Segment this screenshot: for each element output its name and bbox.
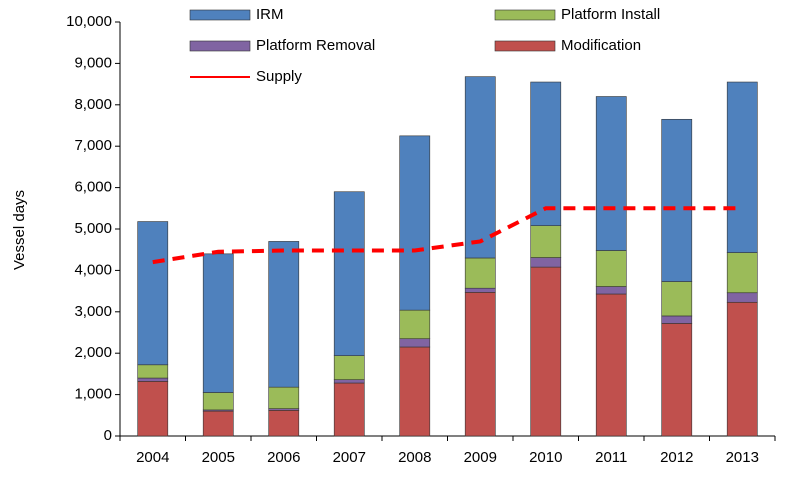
x-tick-label: 2012 [660,449,693,466]
bar-segment [595,286,627,295]
x-tick-label: 2007 [333,449,366,466]
bar-segment [333,382,365,437]
y-tick-label: 8,000 [74,96,112,113]
bar-segment [530,257,562,268]
bar-segment [595,250,627,287]
line-series [152,206,743,265]
legend-swatch [189,40,251,52]
y-tick-label: 0 [104,427,112,444]
bar-segment [530,266,562,437]
y-tick-label: 9,000 [74,54,112,71]
bar-segment [726,81,758,253]
y-tick-label: 3,000 [74,303,112,320]
legend-swatch [494,40,556,52]
bar-segment [333,379,365,384]
x-tick-label: 2009 [464,449,497,466]
bar-segment [137,221,169,366]
legend-label: Modification [561,37,641,54]
legend-label: Supply [256,68,302,85]
y-tick-label: 5,000 [74,220,112,237]
legend-label: Platform Removal [256,37,375,54]
legend-label: Platform Install [561,6,660,23]
bar-segment [726,252,758,294]
bar-segment [333,355,365,380]
x-tick-label: 2006 [267,449,300,466]
bar-segment [399,135,431,311]
y-axis-label: Vessel days [11,190,28,270]
x-tick-label: 2008 [398,449,431,466]
bar-segment [137,364,169,379]
bar-segment [268,241,300,388]
bar-segment [202,410,234,437]
bar-segment [726,292,758,303]
bar-segment [530,81,562,226]
x-tick-label: 2004 [136,449,169,466]
x-tick-label: 2010 [529,449,562,466]
bar-segment [595,96,627,251]
bar-segment [202,392,234,411]
bar-segment [399,346,431,437]
bar-segment [137,377,169,382]
bar-segment [530,225,562,258]
bar-segment [726,301,758,437]
bar-segment [137,381,169,437]
legend-swatch [189,9,251,21]
x-tick-label: 2013 [726,449,759,466]
bar-segment [661,323,693,437]
bar-segment [661,118,693,282]
y-tick-label: 10,000 [66,13,112,30]
bar-segment [464,257,496,289]
bar-segment [268,410,300,437]
x-tick-label: 2005 [202,449,235,466]
bar-segment [464,287,496,293]
bar-segment [202,253,234,393]
bar-segment [464,292,496,437]
legend-label: IRM [256,6,284,23]
bar-segment [268,386,300,409]
bar-segment [333,191,365,356]
y-tick-label: 7,000 [74,137,112,154]
y-tick-label: 4,000 [74,261,112,278]
bar-segment [661,315,693,324]
y-tick-label: 2,000 [74,344,112,361]
y-tick-label: 1,000 [74,386,112,403]
bar-segment [399,338,431,348]
legend-swatch [494,9,556,21]
y-tick-label: 6,000 [74,179,112,196]
bar-segment [595,293,627,437]
x-tick-label: 2011 [595,449,627,466]
bar-segment [464,76,496,259]
bar-segment [661,281,693,317]
bar-segment [399,309,431,340]
